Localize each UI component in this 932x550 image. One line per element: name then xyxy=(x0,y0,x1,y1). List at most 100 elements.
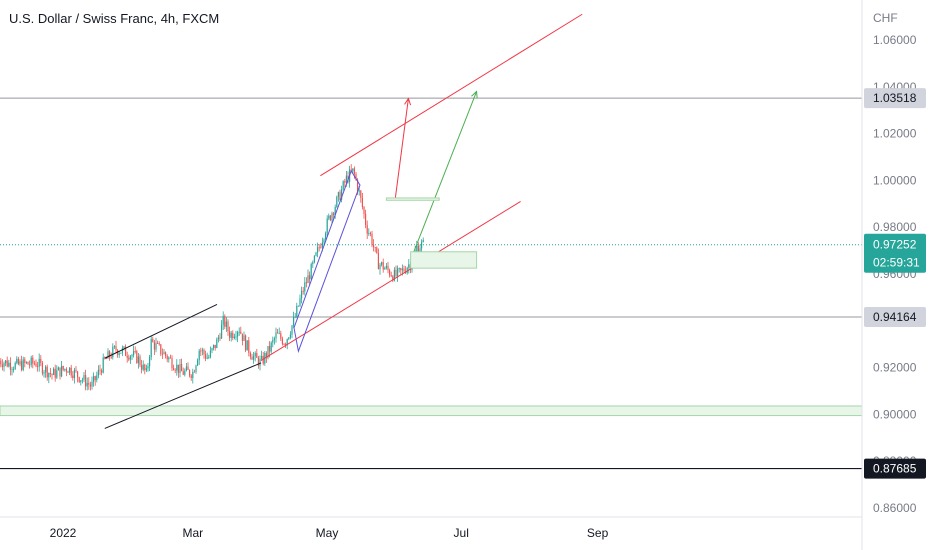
candle xyxy=(157,340,159,344)
candle xyxy=(51,373,53,380)
horizontal-levels xyxy=(0,97,863,470)
candle xyxy=(296,302,298,319)
candle-body xyxy=(166,355,168,360)
candle-body xyxy=(329,215,331,221)
candle-body xyxy=(197,360,199,366)
candle-body xyxy=(345,175,347,183)
candle xyxy=(302,286,304,295)
candle xyxy=(363,205,365,219)
candle-body xyxy=(342,181,344,190)
candle xyxy=(344,178,346,188)
candle-body xyxy=(259,358,261,366)
candle xyxy=(88,377,90,390)
candle xyxy=(184,368,186,377)
candle xyxy=(144,363,146,375)
candle xyxy=(181,358,183,372)
candle xyxy=(41,361,43,376)
price-tag-level-bg xyxy=(864,306,926,327)
price-tags: 1.03518 0.94164 0.87685 0.97252 02:59:31 xyxy=(864,88,926,479)
candle-body xyxy=(301,290,303,299)
candle xyxy=(83,371,85,383)
candle xyxy=(137,353,139,369)
candle-body xyxy=(360,190,362,198)
candle xyxy=(387,261,389,274)
candle-body xyxy=(56,370,58,378)
candle-body xyxy=(142,364,144,370)
candle xyxy=(40,355,42,367)
candle-body xyxy=(294,316,296,318)
candle xyxy=(243,331,245,342)
candle-body xyxy=(22,359,24,370)
candle xyxy=(1,359,3,371)
candle-body xyxy=(313,255,315,263)
candle xyxy=(120,352,122,354)
time-tick-label: 2022 xyxy=(50,526,77,540)
price-tick-label: 0.98000 xyxy=(873,220,917,234)
candle xyxy=(97,365,99,379)
time-axis[interactable]: 2022 Mar May Jul Sep xyxy=(0,516,862,540)
candle xyxy=(163,349,165,355)
candle-body xyxy=(211,348,213,351)
candle-body xyxy=(91,381,93,387)
candle xyxy=(70,364,72,378)
candle-body xyxy=(309,275,311,280)
candle-body xyxy=(190,375,192,378)
candle xyxy=(301,286,303,304)
candle-body xyxy=(174,369,176,371)
candle-body xyxy=(376,247,378,254)
candle-body xyxy=(344,181,346,183)
candle-body xyxy=(273,338,275,340)
candle xyxy=(389,268,391,278)
candle-body xyxy=(283,344,285,345)
candle xyxy=(213,344,215,351)
chart-title: U.S. Dollar / Swiss Franc, 4h, FXCM xyxy=(9,11,220,26)
candle-body xyxy=(206,357,208,359)
candle xyxy=(187,362,189,371)
candle xyxy=(299,294,301,307)
candle-body xyxy=(134,351,136,352)
candle-body xyxy=(385,265,387,269)
candle xyxy=(254,351,256,362)
candle xyxy=(211,347,213,354)
candle xyxy=(101,368,103,376)
candle xyxy=(45,365,47,378)
candle xyxy=(312,260,314,268)
candle-body xyxy=(129,356,131,360)
candle xyxy=(408,258,410,274)
candle-body xyxy=(237,332,239,337)
candle-body xyxy=(192,371,194,378)
candle-body xyxy=(326,218,328,234)
candle xyxy=(246,340,248,351)
candle-body xyxy=(109,351,111,357)
candle xyxy=(205,350,207,362)
candle xyxy=(320,243,322,249)
candle xyxy=(182,367,184,376)
candle xyxy=(153,339,155,355)
candle-body xyxy=(38,358,40,367)
candle xyxy=(291,324,293,339)
candle xyxy=(203,348,205,359)
candle-body xyxy=(153,342,155,350)
candle-body xyxy=(49,372,51,374)
candle xyxy=(253,352,255,364)
candle-body xyxy=(86,382,88,387)
candle-body xyxy=(358,190,360,192)
candle xyxy=(272,336,274,348)
candle-body xyxy=(216,339,218,348)
candle xyxy=(165,351,167,359)
candle-body xyxy=(5,360,7,364)
candle xyxy=(310,262,312,280)
candle-body xyxy=(243,335,245,341)
candle-body xyxy=(155,343,157,350)
candle xyxy=(376,246,378,254)
candle-body xyxy=(235,336,237,338)
projection-arrow xyxy=(410,91,478,261)
candle xyxy=(35,359,37,368)
support-zone xyxy=(0,405,863,417)
candle-body xyxy=(67,371,69,373)
candle-body xyxy=(368,233,370,234)
candle xyxy=(78,376,80,384)
candle-body xyxy=(171,358,173,369)
candle xyxy=(422,237,424,243)
